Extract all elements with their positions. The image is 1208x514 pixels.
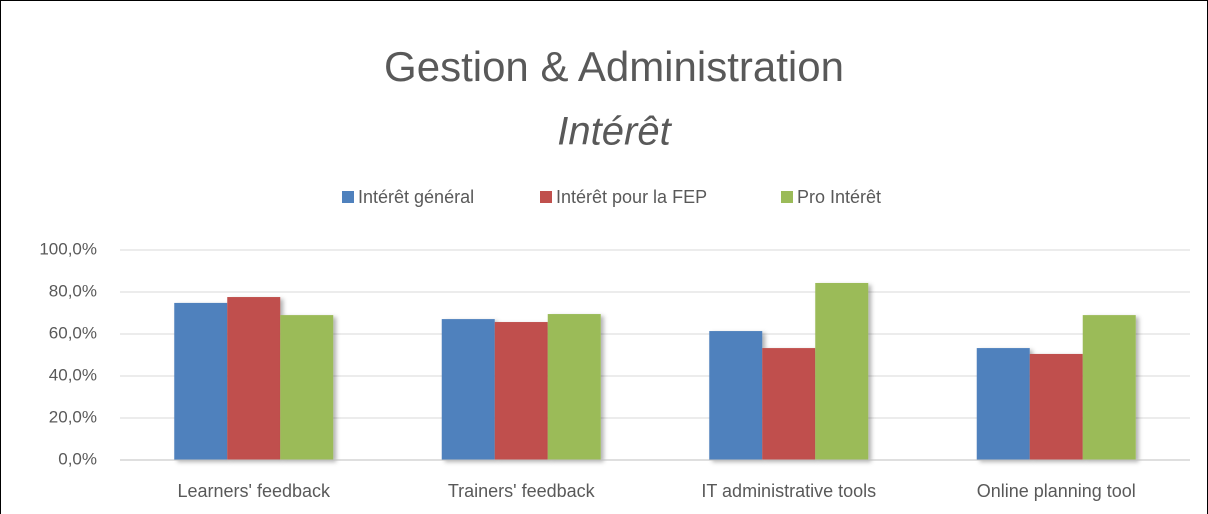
legend-label: Intérêt général	[358, 187, 474, 207]
y-tick-label: 40,0%	[49, 365, 97, 384]
bar	[174, 302, 228, 460]
bar	[709, 331, 763, 460]
bar	[441, 319, 495, 460]
bar	[494, 322, 548, 460]
x-tick-label: IT administrative tools	[701, 481, 876, 501]
chart-title: Gestion & Administration	[384, 43, 844, 90]
legend-swatch	[781, 191, 793, 203]
legend-label: Pro Intérêt	[797, 187, 881, 207]
legend-swatch	[540, 191, 552, 203]
y-tick-label: 100,0%	[39, 239, 97, 258]
x-tick-label: Online planning tool	[977, 481, 1136, 501]
x-tick-label: Trainers' feedback	[448, 481, 596, 501]
x-tick-label: Learners' feedback	[177, 481, 331, 501]
y-tick-label: 60,0%	[49, 323, 97, 342]
legend-swatch	[342, 191, 354, 203]
y-tick-label: 20,0%	[49, 407, 97, 426]
y-tick-label: 80,0%	[49, 281, 97, 300]
y-tick-label: 0,0%	[58, 449, 97, 468]
bar	[976, 348, 1030, 460]
bar	[815, 282, 869, 460]
bar	[1029, 353, 1083, 460]
bar	[280, 315, 334, 460]
bar	[1082, 315, 1136, 460]
chart-subtitle: Intérêt	[557, 110, 672, 154]
bar	[762, 348, 816, 460]
bar	[227, 297, 281, 460]
legend-label: Intérêt pour la FEP	[556, 187, 707, 207]
bar	[547, 314, 601, 460]
